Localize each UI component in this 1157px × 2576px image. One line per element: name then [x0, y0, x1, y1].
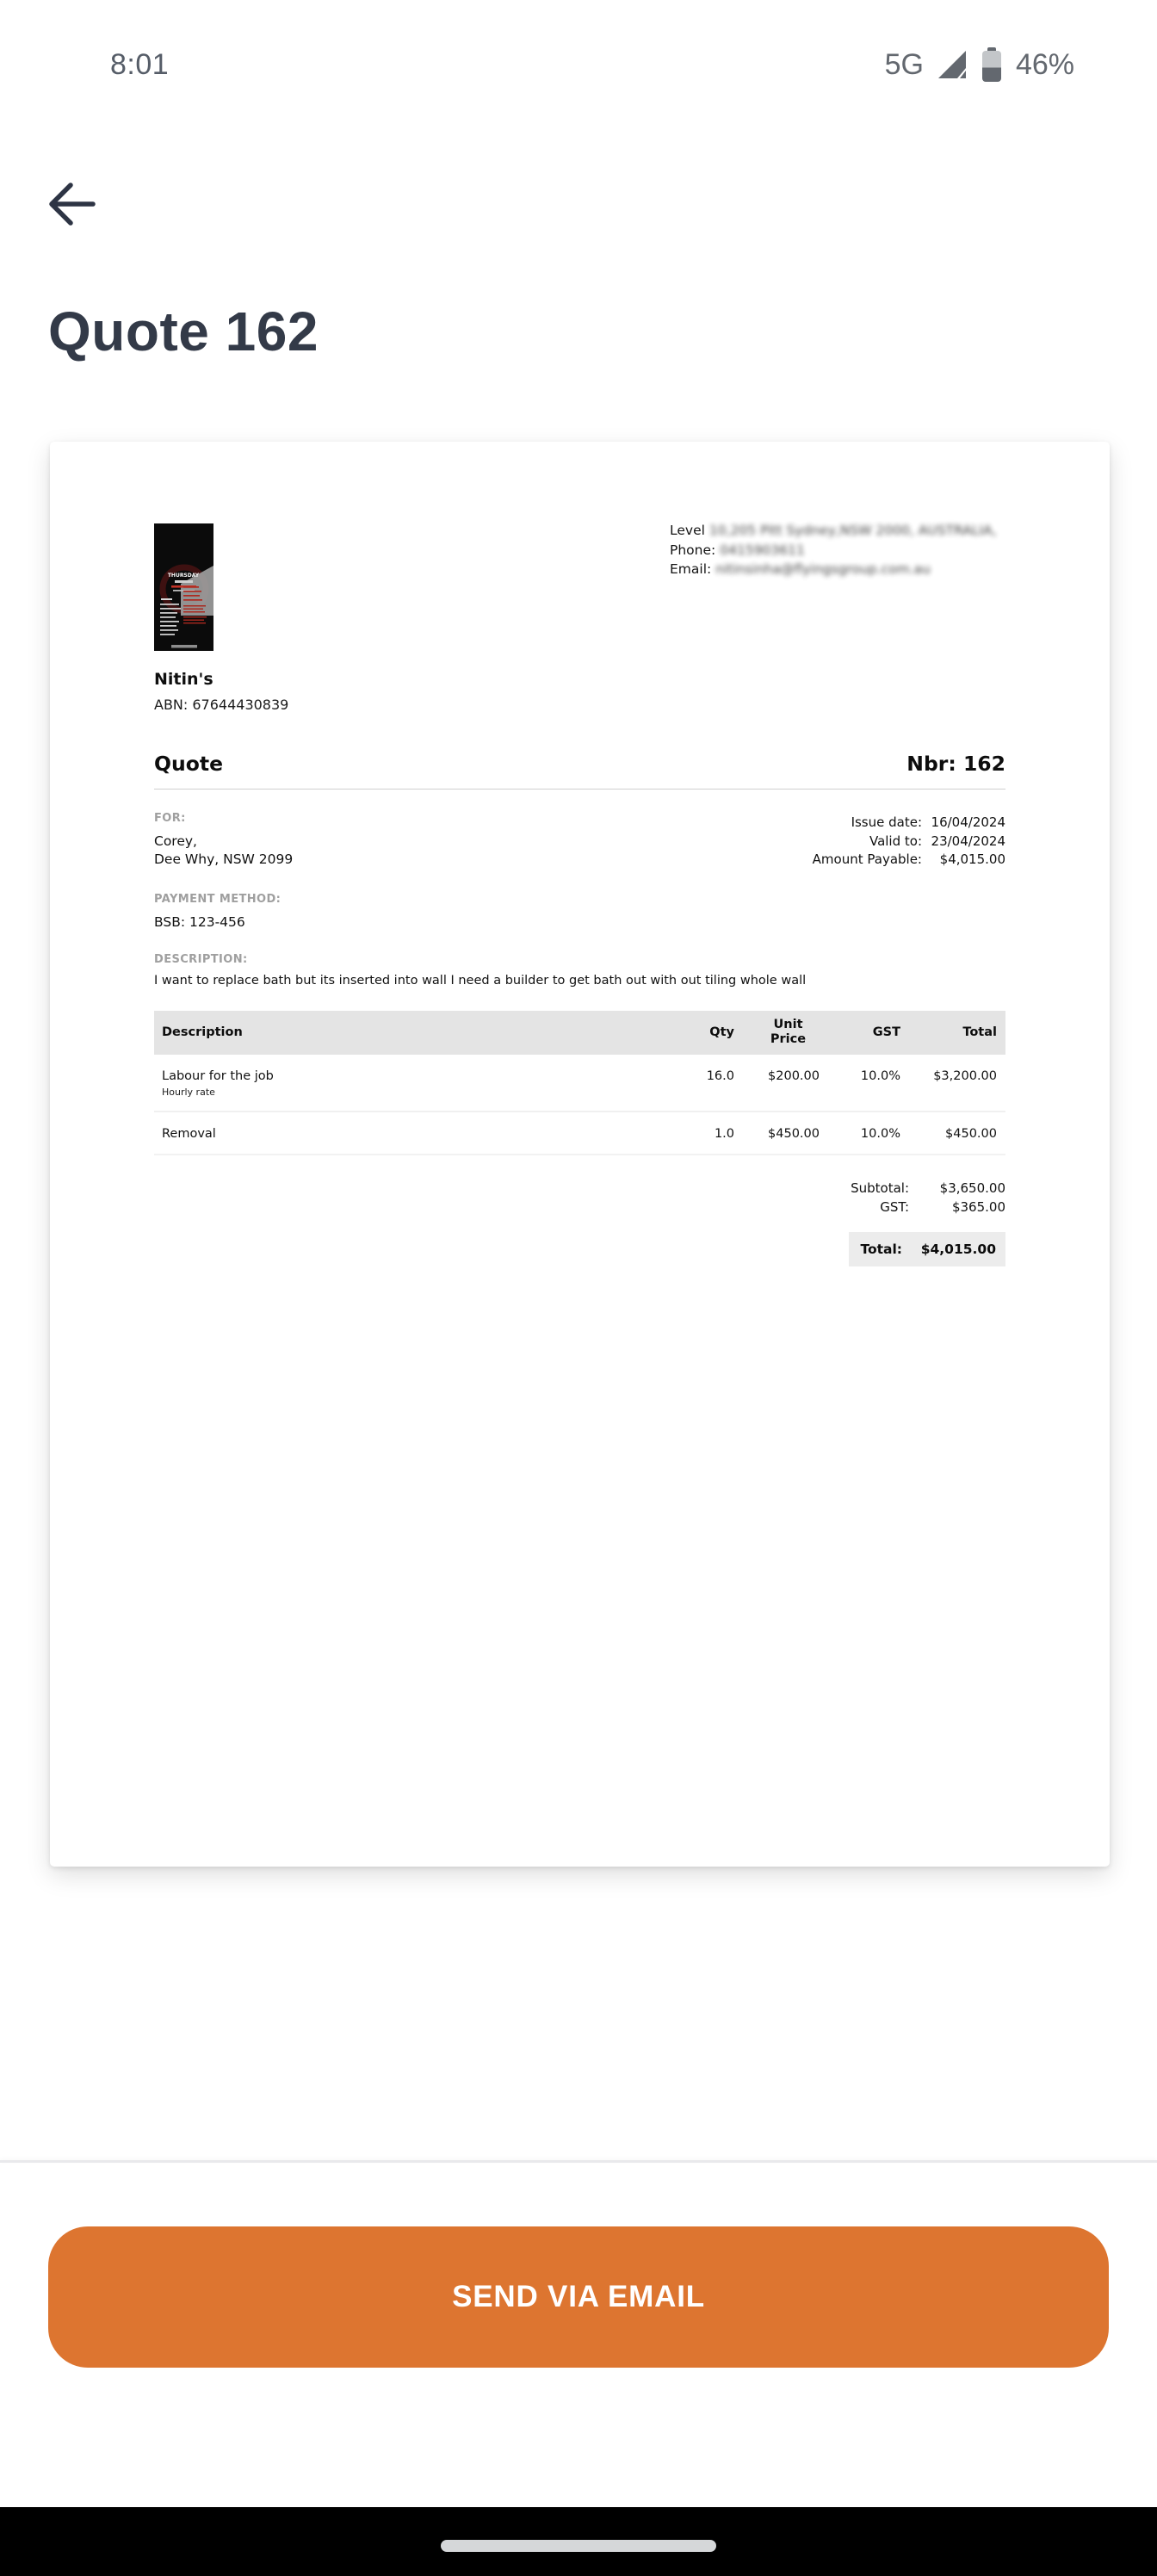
- quote-document-preview: THURSDAY: [50, 442, 1110, 1867]
- signal-strength-icon: [937, 49, 968, 80]
- item-sub-description: Hourly rate: [162, 1086, 215, 1098]
- customer-name: Corey,: [154, 833, 197, 849]
- col-header-unit-price: Unit Price: [770, 1018, 807, 1046]
- totals-block: Subtotal: $3,650.00 GST: $365.00 Total: …: [154, 1179, 1005, 1266]
- document-number: Nbr: 162: [906, 752, 1005, 776]
- business-contact-block: Level 10,205 Pitt Sydney,NSW 2000, AUSTRA…: [670, 521, 1005, 579]
- system-navigation-bar: [0, 2507, 1157, 2576]
- document-header: THURSDAY: [154, 523, 1005, 651]
- business-logo-image: THURSDAY: [154, 523, 213, 651]
- meta-row-valid-to: Valid to: 23/04/2024: [869, 833, 1005, 849]
- page-title: Quote 162: [48, 300, 319, 362]
- meta-row-amount-payable: Amount Payable: $4,015.00: [812, 851, 1005, 867]
- payment-method-value: BSB: 123-456: [154, 913, 245, 930]
- meta-row-issue-date: Issue date: 16/04/2024: [851, 814, 1005, 830]
- item-unit-price: $450.00: [768, 1126, 820, 1141]
- subtotal-row: Subtotal: $3,650.00: [851, 1180, 1005, 1196]
- send-via-email-button[interactable]: SEND VIA EMAIL: [48, 2226, 1109, 2368]
- customer-block: FOR: Corey, Dee Why, NSW 2099: [154, 812, 293, 870]
- quote-meta-block: Issue date: 16/04/2024 Valid to: 23/04/2…: [813, 812, 1005, 870]
- grand-total-box: Total: $4,015.00: [849, 1231, 1005, 1266]
- battery-percent-label: 46%: [1015, 47, 1074, 81]
- item-qty: 1.0: [714, 1126, 734, 1141]
- item-total: $3,200.00: [933, 1068, 997, 1083]
- item-description: Removal: [162, 1126, 216, 1141]
- logo-text: THURSDAY: [168, 573, 200, 579]
- col-header-gst: GST: [872, 1025, 900, 1039]
- document-type-heading: Quote: [154, 752, 224, 776]
- table-row: Labour for the job Hourly rate 16.0 $200…: [154, 1055, 1005, 1112]
- business-phone-line: Phone: 0415903611: [670, 542, 805, 558]
- table-header-row: Description Qty Unit Price GST Total: [154, 1010, 1005, 1055]
- battery-icon: [981, 47, 1001, 82]
- item-description: Labour for the job: [162, 1068, 274, 1083]
- description-label: DESCRIPTION:: [154, 952, 248, 966]
- item-total: $450.00: [945, 1126, 997, 1141]
- payment-method-label: PAYMENT METHOD:: [154, 892, 282, 906]
- payment-method-block: PAYMENT METHOD: BSB: 123-456: [154, 893, 1005, 930]
- customer-address: Dee Why, NSW 2099: [154, 851, 294, 867]
- status-bar: 8:01 5G 46%: [0, 33, 1157, 96]
- item-unit-price: $200.00: [768, 1068, 820, 1083]
- item-gst: 10.0%: [860, 1068, 900, 1083]
- redacted-email: nitinsinha@flyingsgroup.com.au: [715, 561, 931, 577]
- business-name: Nitin's: [154, 670, 213, 689]
- line-items-table: Description Qty Unit Price GST Total Lab…: [154, 1010, 1005, 1155]
- table-row: Removal 1.0 $450.00 10.0% $450.00: [154, 1112, 1005, 1155]
- back-button[interactable]: [41, 175, 103, 237]
- redacted-phone: 0415903611: [720, 542, 805, 558]
- description-block: DESCRIPTION: I want to replace bath but …: [154, 953, 1005, 989]
- redacted-address: 10,205 Pitt Sydney,NSW 2000, AUSTRALIA,: [708, 523, 997, 538]
- col-header-qty: Qty: [709, 1025, 734, 1039]
- gst-row: GST: $365.00: [880, 1199, 1005, 1215]
- business-abn: ABN: 67644430839: [154, 697, 289, 713]
- footer-divider: [0, 2160, 1157, 2163]
- col-header-description: Description: [162, 1025, 243, 1039]
- business-address-line: Level 10,205 Pitt Sydney,NSW 2000, AUSTRA…: [670, 523, 997, 538]
- item-gst: 10.0%: [860, 1126, 900, 1141]
- status-icons: 5G 46%: [885, 47, 1074, 82]
- back-arrow-icon: [43, 175, 102, 238]
- grand-total-row: Total: $4,015.00: [154, 1231, 1005, 1266]
- status-time: 8:01: [110, 47, 170, 81]
- description-text: I want to replace bath but its inserted …: [154, 973, 807, 988]
- for-label: FOR:: [154, 812, 186, 825]
- col-header-total: Total: [962, 1025, 997, 1039]
- home-indicator[interactable]: [441, 2540, 716, 2552]
- network-type-label: 5G: [884, 47, 924, 81]
- header-divider: [154, 789, 1005, 790]
- business-email-line: Email: nitinsinha@flyingsgroup.com.au: [670, 561, 931, 577]
- item-qty: 16.0: [706, 1068, 734, 1083]
